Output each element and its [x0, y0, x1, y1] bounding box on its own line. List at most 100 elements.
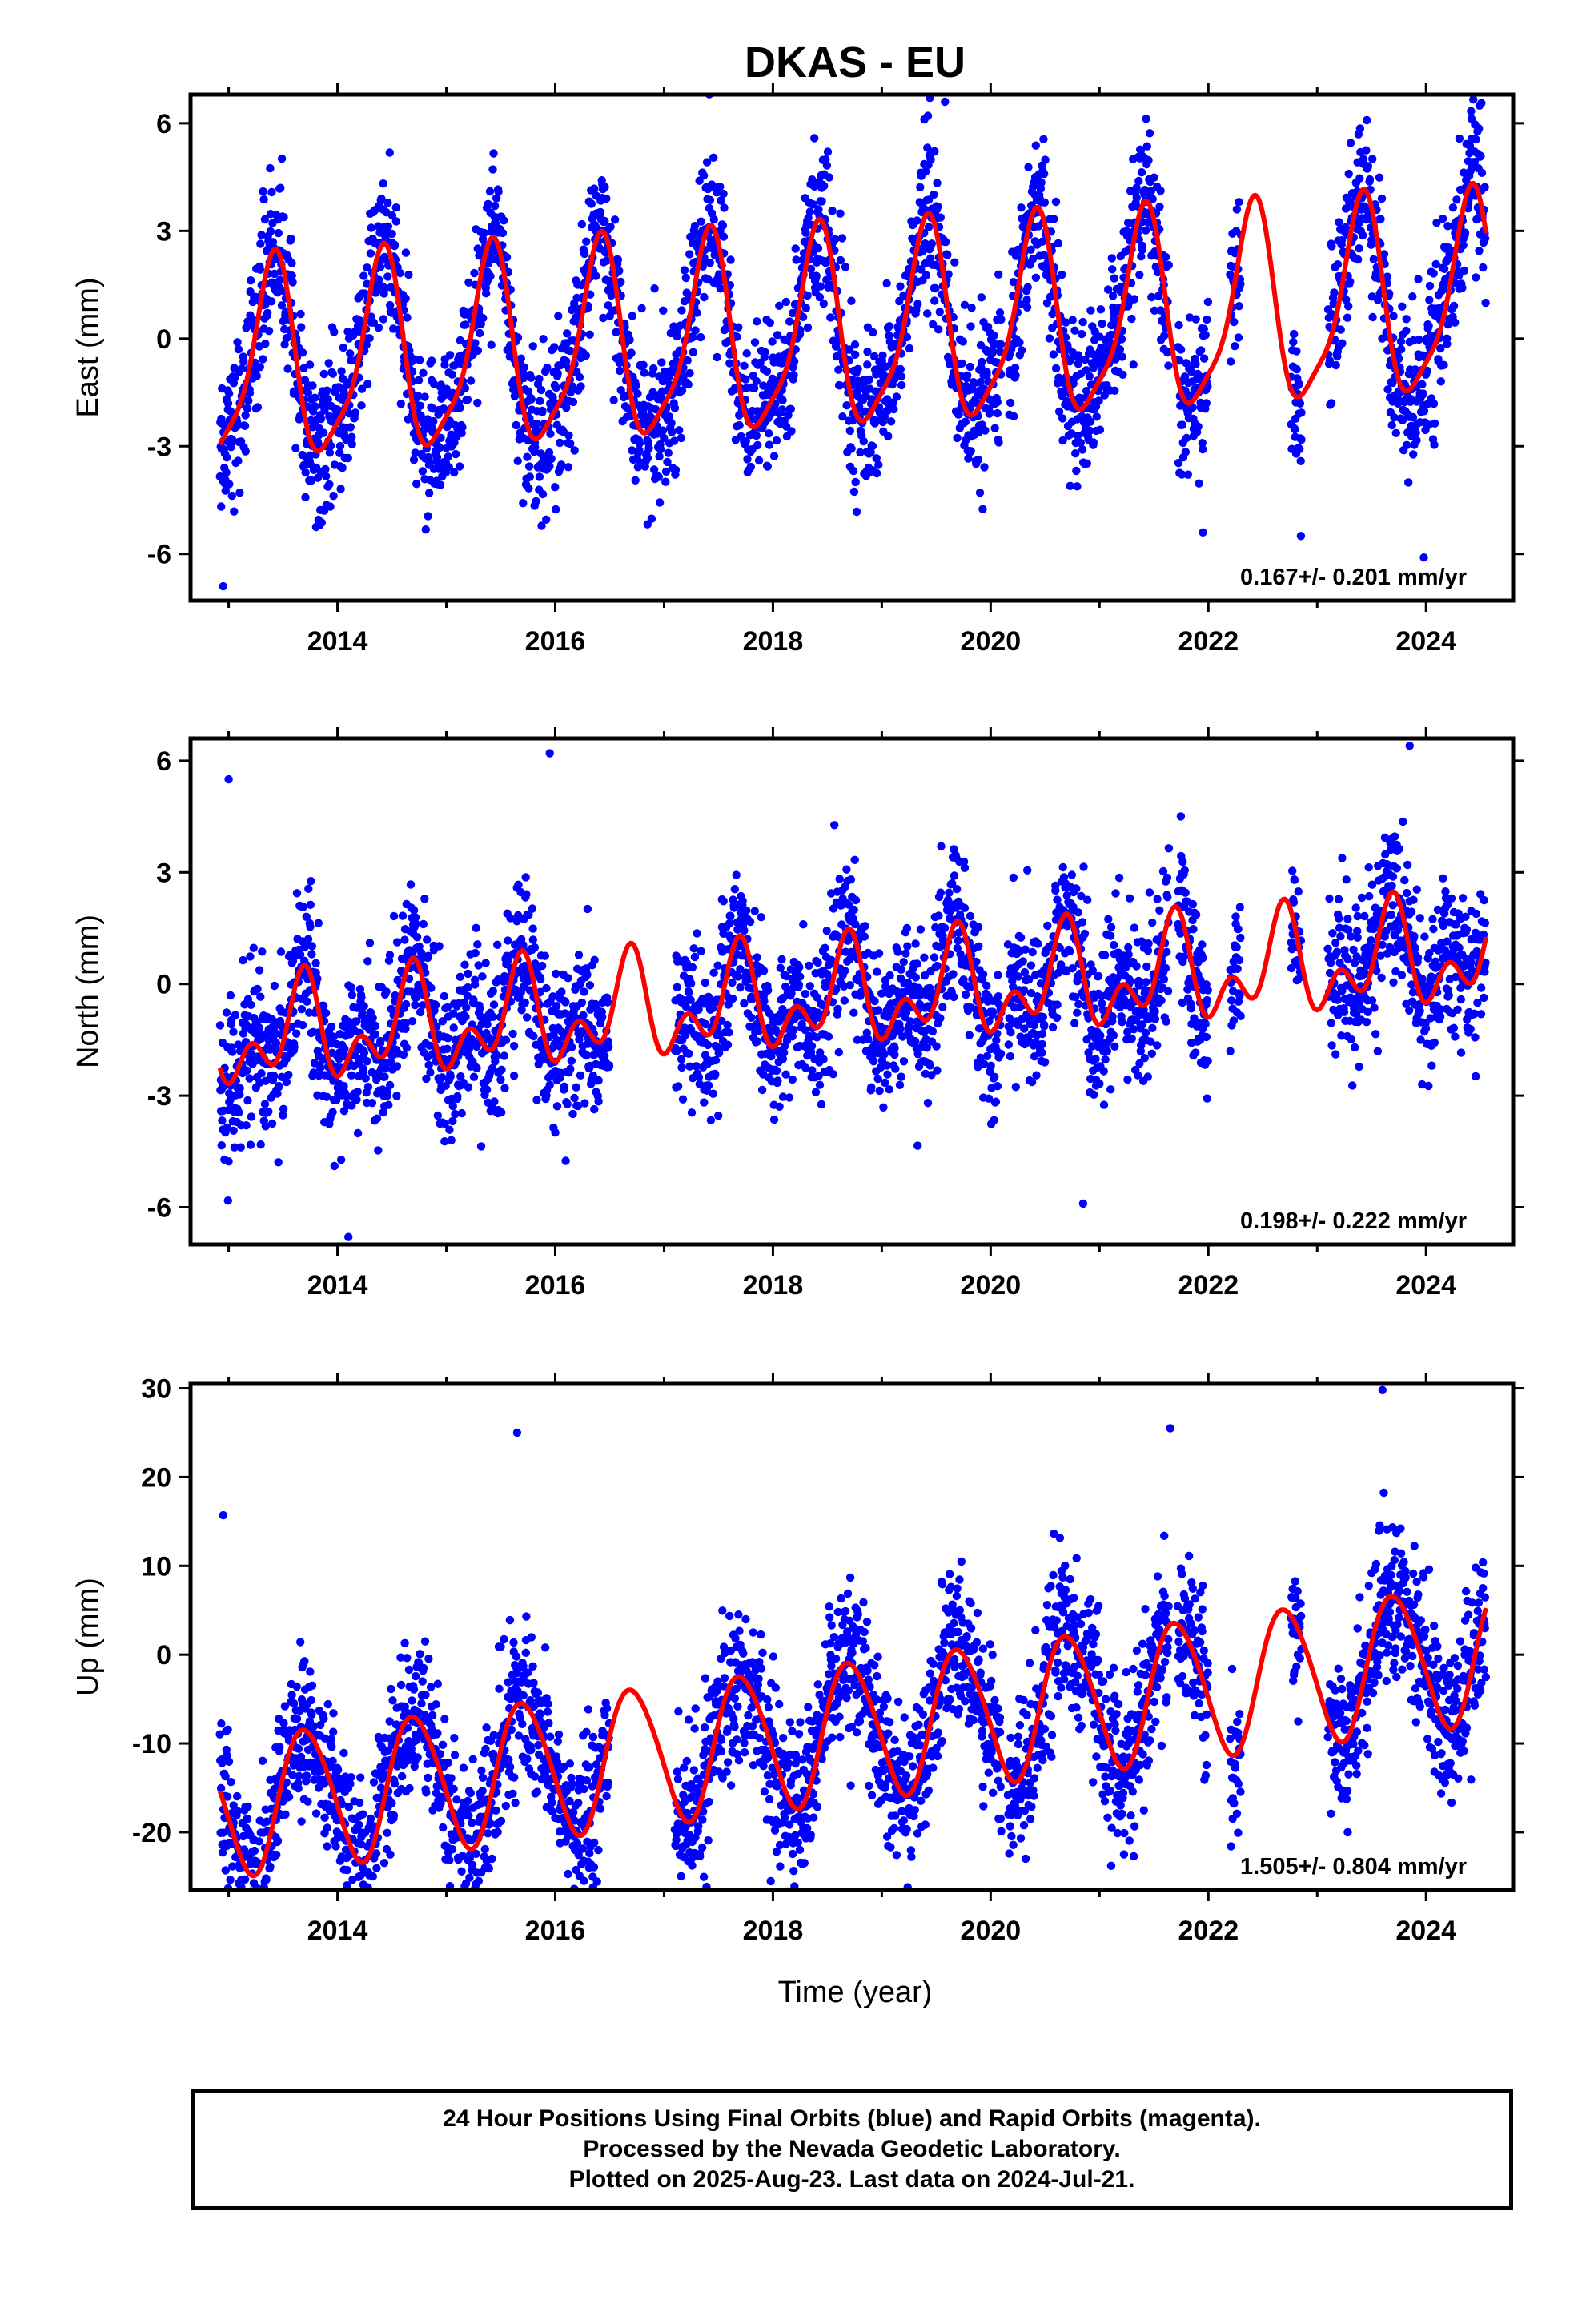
east-data-point [1409, 450, 1418, 459]
east-data-point [1387, 420, 1396, 430]
east-data-point [1146, 187, 1156, 195]
east-data-point [1338, 339, 1347, 348]
east-data-point [963, 371, 972, 380]
north-data-point [808, 1066, 817, 1075]
east-data-point [773, 331, 782, 340]
east-data-point [280, 324, 289, 334]
east-data-point [1341, 223, 1350, 232]
north-data-point [576, 1071, 585, 1080]
east-data-point [1078, 317, 1087, 327]
north-data-point [794, 980, 804, 989]
east-data-point [709, 153, 718, 162]
east-data-point [657, 358, 666, 367]
east-data-point [872, 454, 881, 463]
east-data-point [556, 438, 564, 448]
east-data-point [362, 340, 371, 349]
north-data-point [253, 1052, 263, 1061]
east-data-point [1297, 408, 1306, 417]
north-data-point [260, 1100, 270, 1108]
north-data-point [897, 965, 905, 975]
east-data-point [379, 179, 387, 188]
east-data-point [655, 452, 664, 461]
east-data-point [524, 387, 532, 396]
east-data-point [988, 347, 997, 356]
east-data-point [1475, 247, 1484, 255]
east-data-point [809, 200, 818, 209]
north-data-point [733, 972, 742, 981]
east-data-point [1436, 344, 1445, 353]
east-data-point [1045, 334, 1054, 343]
east-data-point [995, 347, 1005, 356]
east-data-point [1325, 356, 1335, 365]
east-data-point [566, 439, 575, 448]
north-data-point [371, 1030, 379, 1039]
east-data-point [801, 228, 810, 237]
north-data-point [725, 1028, 733, 1037]
east-data-point [930, 190, 938, 199]
east-data-point [966, 447, 975, 456]
east-data-point [363, 263, 371, 272]
east-data-point [1054, 239, 1063, 248]
east-data-point [1180, 372, 1190, 381]
east-data-point [1089, 364, 1098, 372]
east-outlier-point [1296, 532, 1306, 541]
east-data-point [421, 525, 430, 534]
east-data-point [1089, 438, 1098, 447]
east-data-point [847, 296, 856, 305]
east-data-point [428, 356, 436, 365]
east-data-point [266, 227, 275, 236]
north-data-point [579, 1011, 588, 1020]
north-data-point [363, 957, 372, 966]
east-data-point [994, 438, 1003, 447]
north-data-point [805, 961, 813, 971]
east-data-point [616, 352, 624, 361]
east-data-point [863, 323, 873, 332]
east-data-point [335, 441, 345, 451]
north-data-point [292, 1029, 301, 1038]
north-data-point [551, 1128, 560, 1137]
north-data-point [604, 1043, 613, 1051]
east-data-point [683, 356, 692, 365]
north-data-point [542, 983, 551, 993]
east-data-point [696, 332, 705, 342]
east-data-point [664, 448, 673, 457]
east-data-point [1342, 296, 1351, 304]
east-data-point [644, 444, 653, 452]
east-data-point [667, 419, 676, 428]
east-data-point [1036, 184, 1046, 193]
east-data-point [1194, 422, 1203, 431]
north-data-point [409, 906, 419, 915]
east-data-point [1235, 302, 1243, 311]
east-data-point [261, 340, 270, 348]
east-data-point [749, 384, 759, 392]
east-data-point [828, 207, 837, 215]
north-data-point [287, 1023, 296, 1031]
north-data-point [274, 1158, 283, 1167]
east-data-point [1118, 352, 1126, 361]
north-data-point [217, 1141, 226, 1150]
north-data-point [567, 1056, 576, 1066]
north-data-point [740, 999, 749, 1008]
east-data-point [461, 320, 470, 329]
east-data-point [1085, 372, 1094, 380]
east-data-point [838, 412, 847, 421]
east-data-point [905, 344, 914, 353]
north-data-point [464, 969, 472, 979]
north-data-point [860, 932, 869, 941]
north-data-point [697, 947, 705, 956]
east-data-point [325, 448, 335, 457]
east-data-point [1118, 370, 1127, 379]
east-data-point [845, 426, 855, 436]
east-data-point [884, 432, 893, 440]
north-data-point [685, 988, 693, 997]
east-data-point [1404, 478, 1413, 487]
east-data-point [1359, 231, 1367, 240]
east-data-point [1469, 95, 1478, 104]
east-data-point [837, 234, 847, 243]
east-data-point [1150, 173, 1158, 182]
north-data-point [256, 1140, 265, 1149]
east-data-point [1137, 168, 1146, 177]
east-data-point [769, 452, 779, 460]
east-data-point [479, 314, 488, 323]
north-data-point [563, 1100, 572, 1108]
